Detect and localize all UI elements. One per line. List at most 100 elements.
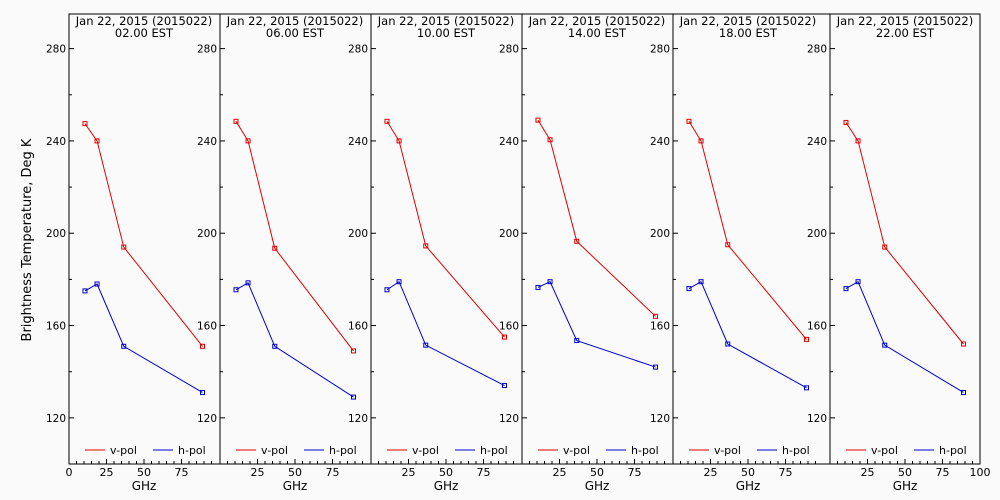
data-point-h-pol [855, 279, 861, 285]
data-point-h-pol [94, 281, 100, 287]
data-point-v-pol [94, 138, 100, 144]
x-axis-label: GHz [585, 479, 610, 493]
y-tick-label: 280 [46, 44, 66, 56]
legend-label-h-pol: h-pol [939, 444, 967, 457]
x-tick-label: 50 [590, 466, 604, 479]
data-point-h-pol [698, 279, 704, 285]
data-point-h-pol [653, 364, 658, 370]
data-point-h-pol [423, 342, 429, 348]
data-point-v-pol [384, 118, 390, 124]
data-point-h-pol [384, 287, 390, 293]
data-point-h-pol [882, 342, 888, 348]
data-point-v-pol [82, 121, 88, 127]
y-tick-label: 280 [499, 44, 519, 56]
y-tick-label: 240 [499, 136, 519, 148]
data-point-v-pol [245, 138, 251, 144]
data-point-v-pol [396, 138, 402, 144]
x-tick-label: 50 [288, 466, 302, 479]
y-tick-label: 200 [348, 228, 368, 240]
x-tick-label: 25 [402, 466, 416, 479]
data-point-h-pol [804, 385, 809, 391]
panel-title: Jan 22, 2015 (2015022) [679, 14, 816, 28]
x-tick-label: 100 [970, 466, 991, 479]
legend-label-v-pol: v-pol [261, 444, 288, 457]
data-point-v-pol [233, 118, 239, 124]
data-point-v-pol [547, 137, 553, 143]
series-line-h-pol [537, 281, 656, 368]
legend-label-v-pol: v-pol [412, 444, 439, 457]
legend-label-v-pol: v-pol [714, 444, 741, 457]
legend-label-h-pol: h-pol [178, 444, 206, 457]
x-tick-label: 50 [439, 466, 453, 479]
data-point-h-pol [502, 383, 507, 389]
data-point-h-pol [121, 343, 127, 349]
series-line-v-pol [688, 121, 807, 340]
panel-subtitle: 06.00 EST [266, 26, 325, 40]
y-tick-label: 120 [348, 413, 368, 425]
y-tick-label: 160 [499, 321, 519, 333]
y-tick-label: 200 [197, 228, 217, 240]
data-point-h-pol [200, 389, 205, 395]
y-tick-label: 160 [650, 321, 670, 333]
panel-6: Jan 22, 2015 (2015022)22.00 EST 120 160 200… [807, 13, 991, 493]
y-tick-label: 200 [650, 228, 670, 240]
panel-title: Jan 22, 2015 (2015022) [377, 14, 514, 28]
x-axis-label: GHz [283, 479, 308, 493]
y-tick-label: 240 [650, 136, 670, 148]
data-point-h-pol [574, 338, 580, 344]
x-tick-label: 25 [100, 466, 114, 479]
series-line-v-pol [235, 121, 354, 352]
panel-subtitle: 14.00 EST [568, 26, 627, 40]
data-point-h-pol [245, 280, 251, 286]
series-line-h-pol [845, 280, 964, 393]
panel-subtitle: 22.00 EST [876, 26, 935, 40]
x-axis-label: GHz [893, 479, 918, 493]
panel-title: Jan 22, 2015 (2015022) [75, 14, 212, 28]
legend-label-v-pol: v-pol [110, 444, 137, 457]
panel-2: Jan 22, 2015 (2015022)06.00 EST 120 160 200… [197, 13, 372, 493]
legend-label-h-pol: h-pol [631, 444, 659, 457]
data-point-v-pol [725, 242, 731, 248]
series-line-h-pol [235, 282, 354, 398]
panel-title: Jan 22, 2015 (2015022) [226, 14, 363, 28]
data-point-v-pol [200, 343, 205, 349]
data-point-v-pol [272, 245, 278, 251]
y-tick-label: 240 [197, 136, 217, 148]
data-point-v-pol [502, 334, 507, 340]
data-point-h-pol [233, 287, 239, 293]
y-tick-label: 160 [348, 321, 368, 333]
x-tick-label: 25 [553, 466, 567, 479]
data-point-v-pol [698, 138, 704, 144]
x-tick-label: 25 [704, 466, 718, 479]
x-tick-label: 0 [66, 466, 73, 479]
data-point-v-pol [882, 244, 888, 250]
x-tick-label: 75 [175, 466, 189, 479]
x-tick-label: 75 [628, 466, 642, 479]
data-point-v-pol [653, 313, 658, 319]
y-tick-label: 160 [807, 321, 827, 333]
series-line-h-pol [386, 280, 505, 386]
x-tick-label: 75 [326, 466, 340, 479]
series-line-v-pol [386, 121, 505, 338]
data-point-v-pol [855, 138, 861, 144]
y-axis-label: Brightness Temperature, Deg K [20, 138, 35, 341]
data-point-h-pol [535, 284, 541, 290]
data-point-h-pol [396, 279, 402, 285]
data-point-h-pol [547, 279, 553, 285]
y-tick-label: 280 [348, 44, 368, 56]
legend-label-h-pol: h-pol [480, 444, 508, 457]
panel-subtitle: 10.00 EST [417, 26, 476, 40]
data-point-h-pol [82, 288, 88, 294]
panels: Jan 22, 2015 (2015022)02.00 EST120160200… [46, 13, 991, 493]
x-tick-label: 75 [477, 466, 491, 479]
panel-4: Jan 22, 2015 (2015022)14.00 EST 120 160 200… [499, 13, 674, 493]
legend-label-v-pol: v-pol [563, 444, 590, 457]
data-point-h-pol [725, 341, 731, 347]
y-tick-label: 120 [46, 413, 66, 425]
data-point-v-pol [574, 238, 580, 244]
data-point-h-pol [272, 343, 278, 349]
x-tick-label: 50 [137, 466, 151, 479]
x-axis-label: GHz [434, 479, 459, 493]
data-point-v-pol [686, 118, 692, 124]
